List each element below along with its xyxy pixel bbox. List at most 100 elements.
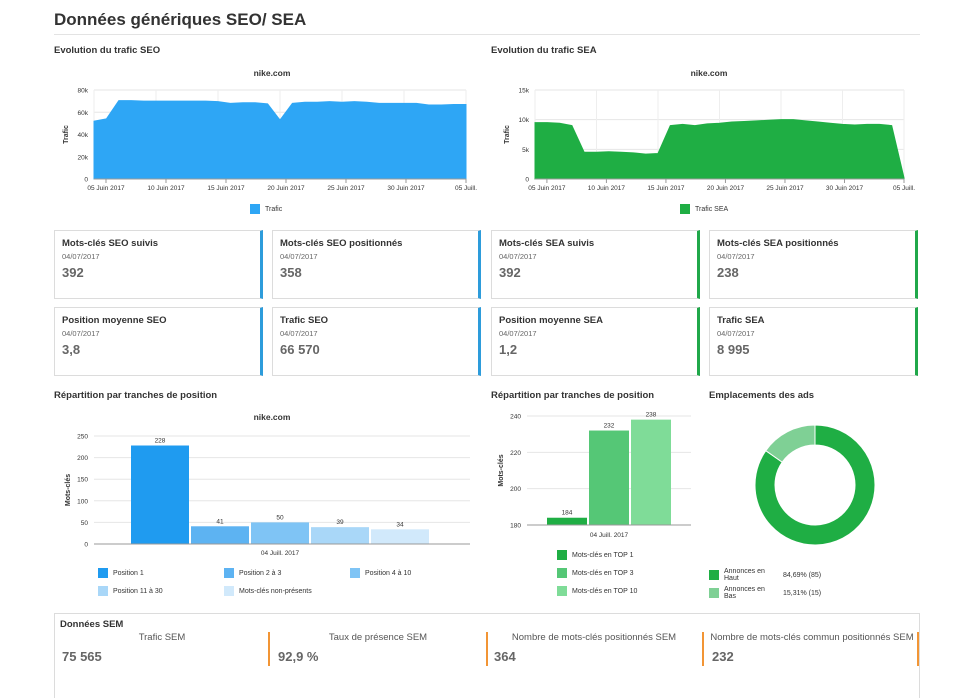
legend-item-ads-top[interactable]: Annonces en Haut 84,69% (85) [709, 568, 821, 582]
bar [191, 526, 249, 544]
kpi-title: Mots-clés SEO suivis [62, 238, 159, 249]
legend-label: Mots-clés en TOP 3 [572, 569, 634, 577]
kpi-value: 66 570 [280, 342, 320, 357]
y-tick-label: 0 [84, 177, 88, 184]
kpi-seo-traffic: Trafic SEO 04/07/2017 66 570 [272, 307, 481, 376]
legend-swatch [350, 568, 360, 578]
x-tick-label: 05 Juill. [893, 185, 915, 192]
x-tick-label: 25 Juin 2017 [327, 185, 365, 192]
sem-value: 232 [712, 649, 734, 664]
kpi-date: 04/07/2017 [499, 252, 537, 261]
x-tick-label: 20 Juin 2017 [267, 185, 305, 192]
legend-item-top3[interactable]: Mots-clés en TOP 3 [557, 568, 633, 578]
x-tick-label: 05 Juin 2017 [528, 185, 566, 192]
sem-label: Trafic SEM [138, 632, 186, 643]
sem-value: 92,9 % [278, 649, 319, 664]
y-tick-label: 15k [519, 88, 530, 95]
kpi-seo-avg-position: Position moyenne SEO 04/07/2017 3,8 [54, 307, 263, 376]
sem-label: Nombre de mots-clés commun positionnés S… [710, 632, 914, 643]
kpi-title: Trafic SEA [717, 315, 765, 326]
y-tick-label: 240 [510, 414, 521, 421]
kpi-date: 04/07/2017 [62, 252, 100, 261]
legend-label: Mots-clés non-présents [239, 587, 312, 595]
kpi-date: 04/07/2017 [499, 329, 537, 338]
bar [547, 517, 587, 525]
kpi-sea-positioned: Mots-clés SEA positionnés 04/07/2017 238 [709, 230, 918, 299]
legend-label: Position 4 à 10 [365, 569, 412, 577]
sea-traffic-legend[interactable]: Trafic SEA [680, 204, 728, 214]
sem-divider [702, 632, 704, 666]
y-axis-label: Mots-clés [65, 474, 72, 506]
y-tick-label: 100 [77, 498, 88, 505]
legend-item-position-1[interactable]: Position 1 [98, 568, 144, 578]
bar-value-label: 184 [562, 510, 573, 517]
y-tick-label: 60k [78, 110, 89, 117]
sem-presence-rate: Taux de présence SEM 92,9 % [272, 632, 484, 666]
traffic-area [93, 100, 467, 180]
bar-value-label: 39 [336, 519, 344, 526]
legend-item-not-present[interactable]: Mots-clés non-présents [224, 586, 312, 596]
legend-swatch [98, 586, 108, 596]
kpi-title: Mots-clés SEO positionnés [280, 238, 403, 249]
sem-divider [486, 632, 488, 666]
bar-value-label: 41 [216, 518, 224, 525]
x-tick-label: 04 Juill. 2017 [590, 532, 629, 539]
donut-slice [754, 424, 876, 546]
kpi-sea-traffic: Trafic SEA 04/07/2017 8 995 [709, 307, 918, 376]
seo-traffic-section-title: Evolution du trafic SEO [54, 45, 161, 56]
legend-label: Annonces en Haut [724, 568, 765, 582]
sem-positioned-keywords: Nombre de mots-clés positionnés SEM 364 [488, 632, 700, 666]
legend-swatch [709, 570, 719, 580]
kpi-date: 04/07/2017 [62, 329, 100, 338]
seo-traffic-chart-title: nike.com [253, 68, 291, 78]
legend-item-position-2-3[interactable]: Position 2 à 3 [224, 568, 281, 578]
bar-value-label: 228 [155, 438, 166, 445]
y-tick-label: 0 [525, 177, 529, 184]
legend-swatch [250, 204, 260, 214]
legend-value: 15,31% (15) [783, 589, 822, 597]
legend-item-ads-bottom[interactable]: Annonces en Bas 15,31% (15) [709, 586, 821, 600]
sem-common-keywords: Nombre de mots-clés commun positionnés S… [706, 632, 918, 666]
legend-label: Annonces en Bas [724, 586, 765, 600]
legend-swatch [557, 586, 567, 596]
kpi-sea-tracked: Mots-clés SEA suivis 04/07/2017 392 [491, 230, 700, 299]
bar [131, 445, 189, 544]
sea-positions-chart: 180 200 220 240 184 232 238 04 Juill. 2017 Mots-… [498, 412, 691, 539]
legend-label: Trafic [265, 205, 283, 213]
legend-item-position-11-30[interactable]: Position 11 à 30 [98, 586, 163, 596]
x-tick-label: 04 Juill. 2017 [261, 550, 300, 557]
bar-value-label: 34 [396, 521, 404, 528]
kpi-value: 358 [280, 265, 302, 280]
kpi-title: Position moyenne SEO [62, 315, 167, 326]
y-tick-label: 10k [519, 117, 530, 124]
bar [311, 527, 369, 544]
seo-positions-chart-title: nike.com [253, 412, 291, 422]
kpi-value: 8 995 [717, 342, 750, 357]
donut-slice [765, 424, 816, 463]
legend-item-top1[interactable]: Mots-clés en TOP 1 [557, 550, 633, 560]
kpi-seo-tracked: Mots-clés SEO suivis 04/07/2017 392 [54, 230, 263, 299]
sem-traffic: Trafic SEM 75 565 [56, 632, 268, 666]
x-tick-label: 05 Juin 2017 [87, 185, 125, 192]
kpi-title: Mots-clés SEA suivis [499, 238, 595, 249]
kpi-title: Mots-clés SEA positionnés [717, 238, 839, 249]
x-tick-label: 10 Juin 2017 [588, 185, 626, 192]
y-tick-label: 80k [78, 88, 89, 95]
y-tick-label: 200 [510, 486, 521, 493]
legend-item-top10[interactable]: Mots-clés en TOP 10 [557, 586, 637, 596]
kpi-value: 1,2 [499, 342, 518, 357]
x-tick-label: 25 Juin 2017 [766, 185, 804, 192]
seo-traffic-legend[interactable]: Trafic [250, 204, 282, 214]
kpi-date: 04/07/2017 [717, 252, 755, 261]
kpi-date: 04/07/2017 [280, 252, 318, 261]
sea-traffic-chart-title: nike.com [690, 68, 728, 78]
kpi-value: 392 [499, 265, 521, 280]
page-title: Données génériques SEO/ SEA [54, 10, 307, 29]
y-tick-label: 220 [510, 450, 521, 457]
y-tick-label: 200 [77, 455, 88, 462]
bar-value-label: 50 [276, 514, 284, 521]
legend-label: Trafic SEA [695, 205, 729, 213]
x-tick-label: 30 Juin 2017 [826, 185, 864, 192]
sem-divider [917, 632, 919, 666]
legend-item-position-4-10[interactable]: Position 4 à 10 [350, 568, 411, 578]
